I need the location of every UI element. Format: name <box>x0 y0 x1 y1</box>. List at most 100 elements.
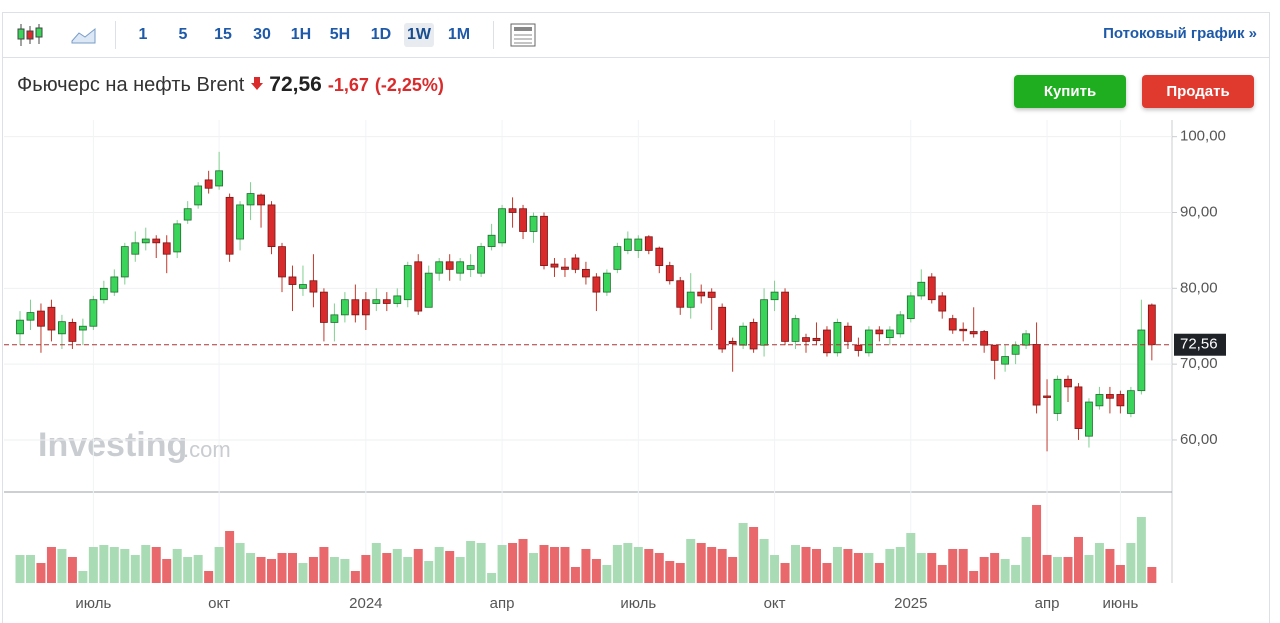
candle-body <box>477 246 486 274</box>
volume-bar <box>508 543 518 583</box>
volume-bar <box>78 571 88 583</box>
volume-bar <box>1032 505 1042 583</box>
candle-body <box>299 284 307 289</box>
volume-bar <box>434 547 444 583</box>
candle-body <box>372 299 381 304</box>
area-icon[interactable] <box>69 23 99 47</box>
x-tick-label: июнь <box>1103 595 1139 612</box>
candle-body <box>267 204 276 248</box>
volume-bar <box>1021 537 1031 583</box>
candle-body <box>655 247 664 266</box>
candle-icon[interactable] <box>15 20 45 50</box>
candle-body <box>26 312 35 321</box>
candle-body <box>508 208 517 213</box>
candle-body <box>634 238 643 251</box>
interval-button[interactable]: 5H <box>329 26 351 43</box>
candle-body <box>1043 395 1051 398</box>
interval-button[interactable]: 30 <box>253 26 271 43</box>
volume-bar <box>308 557 318 583</box>
volume-bar <box>707 547 717 583</box>
volume-bar <box>476 543 486 583</box>
volume-bar <box>602 565 612 583</box>
candle-body <box>288 276 297 285</box>
candle-body <box>718 306 727 350</box>
volume-bar <box>36 563 46 583</box>
sell-button[interactable]: Продать <box>1142 75 1254 108</box>
interval-button[interactable]: 5 <box>178 26 188 43</box>
volume-bar <box>717 549 727 583</box>
candle-body <box>246 193 255 206</box>
volume-bar <box>686 539 696 583</box>
interval-button[interactable]: 1 <box>138 26 148 43</box>
candle-body <box>854 344 863 351</box>
volume-bar <box>749 527 759 583</box>
y-tick-label: 60,00 <box>1180 431 1218 448</box>
volume-bar <box>822 563 832 583</box>
candle-body <box>120 246 129 278</box>
volume-bar <box>1011 565 1021 583</box>
candle-body <box>644 236 653 251</box>
candle-body <box>236 204 244 240</box>
volume-bar <box>612 545 622 583</box>
volume-bar <box>644 549 654 583</box>
volume-bar <box>906 533 916 583</box>
volume-bar <box>1126 543 1136 583</box>
candle-body <box>1116 394 1125 407</box>
candle-body <box>864 329 873 354</box>
candle-body <box>215 170 224 187</box>
candle-body <box>351 299 360 316</box>
volume-bar <box>413 549 423 583</box>
candle-body <box>802 337 810 342</box>
volume-bar <box>916 553 926 583</box>
volume-bar <box>424 561 434 583</box>
interval-button[interactable]: 15 <box>214 26 232 43</box>
volume-bar <box>864 553 874 583</box>
volume-bar <box>214 547 224 583</box>
candle-body <box>403 265 412 301</box>
candle-body <box>16 319 24 335</box>
volume-bar <box>361 555 371 583</box>
x-tick-label: июль <box>75 595 111 612</box>
news-icon[interactable] <box>509 21 537 49</box>
candle-body <box>1147 304 1156 346</box>
candle-body <box>162 242 171 255</box>
volume-bar <box>958 549 968 583</box>
volume-bar <box>455 557 465 583</box>
instrument-header: Фьючерс на нефть Brent 72,56 -1,67 (-2,25%) <box>17 73 450 97</box>
interval-button[interactable]: 1H <box>290 26 312 43</box>
candle-body <box>760 299 768 346</box>
candle-body <box>623 238 632 251</box>
y-tick-label: 80,00 <box>1180 279 1218 296</box>
volume-bar <box>204 571 214 583</box>
volume-bar <box>298 563 308 583</box>
volume-bar <box>581 549 591 583</box>
candle-body <box>686 291 695 308</box>
buy-button[interactable]: Купить <box>1014 75 1126 108</box>
candle-body <box>141 238 150 244</box>
interval-button[interactable]: 1W <box>404 23 434 47</box>
volume-bar <box>770 555 780 583</box>
volume-bar <box>267 559 277 583</box>
volume-bar <box>728 557 738 583</box>
price: 72,56 <box>269 73 322 96</box>
volume-bar <box>633 547 643 583</box>
candle-body <box>969 331 978 335</box>
candle-body <box>173 223 182 253</box>
volume-bar <box>162 559 172 583</box>
interval-button[interactable]: 1D <box>370 26 392 43</box>
volume-bar <box>277 553 287 583</box>
candle-body <box>68 322 77 342</box>
volume-bar <box>853 553 863 583</box>
candle-body <box>844 325 852 342</box>
candle-body <box>707 291 716 298</box>
candle-body <box>1022 333 1030 346</box>
streaming-link[interactable]: Потоковый график » <box>1103 25 1257 42</box>
volume-bar <box>1105 549 1115 583</box>
volume-bar <box>130 555 140 583</box>
x-tick-label: окт <box>764 595 786 612</box>
interval-button[interactable]: 1M <box>447 26 471 43</box>
volume-bar <box>927 553 937 583</box>
volume-bar <box>811 549 821 583</box>
volume-bar <box>1000 559 1010 583</box>
